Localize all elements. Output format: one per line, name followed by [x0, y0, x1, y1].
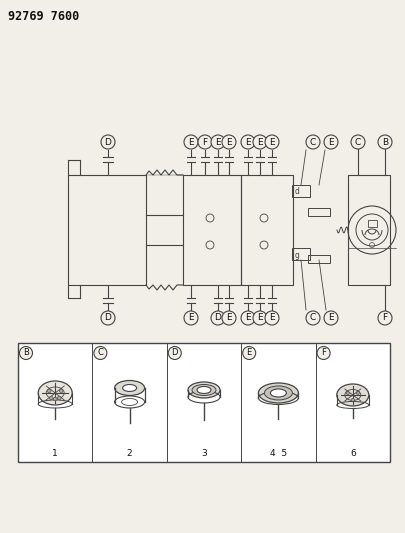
- Circle shape: [49, 396, 53, 400]
- Bar: [307, 208, 329, 216]
- Circle shape: [316, 346, 329, 359]
- Circle shape: [264, 311, 278, 325]
- Bar: [241, 175, 292, 285]
- Ellipse shape: [336, 384, 368, 406]
- Text: C: C: [354, 138, 360, 147]
- Ellipse shape: [258, 383, 298, 403]
- Text: E: E: [188, 313, 193, 322]
- Circle shape: [211, 135, 224, 149]
- Text: E: E: [188, 138, 193, 147]
- Bar: [68, 175, 146, 285]
- Text: B: B: [381, 138, 387, 147]
- Text: F: F: [202, 138, 207, 147]
- Text: E: E: [327, 138, 333, 147]
- Text: 4  5: 4 5: [269, 449, 286, 458]
- Text: d: d: [294, 188, 299, 197]
- Text: 1: 1: [52, 449, 58, 458]
- Text: E: E: [226, 313, 231, 322]
- Text: B: B: [23, 349, 29, 358]
- Circle shape: [211, 311, 224, 325]
- Ellipse shape: [114, 381, 144, 395]
- Circle shape: [59, 389, 63, 393]
- Text: E: E: [215, 138, 220, 147]
- Circle shape: [323, 135, 337, 149]
- Ellipse shape: [38, 381, 72, 405]
- Text: F: F: [320, 349, 325, 358]
- Circle shape: [241, 135, 254, 149]
- Circle shape: [183, 311, 198, 325]
- Ellipse shape: [196, 386, 211, 393]
- Text: 92769 7600: 92769 7600: [8, 10, 79, 23]
- Circle shape: [305, 311, 319, 325]
- Text: 2: 2: [126, 449, 132, 458]
- Ellipse shape: [188, 382, 220, 398]
- Text: F: F: [382, 313, 387, 322]
- Text: E: E: [256, 313, 262, 322]
- Circle shape: [101, 135, 115, 149]
- Text: E: E: [269, 313, 274, 322]
- Ellipse shape: [270, 389, 286, 397]
- Text: E: E: [246, 349, 251, 358]
- Text: E: E: [226, 138, 231, 147]
- Circle shape: [222, 311, 235, 325]
- Circle shape: [94, 346, 107, 359]
- Text: g: g: [294, 251, 299, 260]
- Circle shape: [355, 391, 358, 394]
- Text: E: E: [269, 138, 274, 147]
- Circle shape: [19, 346, 32, 359]
- Circle shape: [242, 346, 255, 359]
- Ellipse shape: [192, 384, 215, 395]
- Circle shape: [252, 135, 266, 149]
- Circle shape: [323, 311, 337, 325]
- Bar: [291, 248, 309, 260]
- Circle shape: [241, 311, 254, 325]
- Circle shape: [183, 135, 198, 149]
- Text: E: E: [327, 313, 333, 322]
- Text: 3: 3: [200, 449, 207, 458]
- Bar: [347, 175, 389, 285]
- Circle shape: [168, 346, 181, 359]
- Text: E: E: [245, 138, 250, 147]
- Bar: [18, 343, 389, 462]
- Text: E: E: [245, 313, 250, 322]
- Ellipse shape: [264, 386, 292, 400]
- Circle shape: [57, 396, 61, 400]
- Text: D: D: [171, 349, 178, 358]
- Circle shape: [377, 135, 391, 149]
- Circle shape: [101, 311, 115, 325]
- Text: C: C: [97, 349, 103, 358]
- Text: D: D: [214, 313, 221, 322]
- Circle shape: [350, 135, 364, 149]
- Circle shape: [350, 398, 354, 401]
- Ellipse shape: [122, 384, 136, 391]
- Circle shape: [377, 311, 391, 325]
- Circle shape: [53, 397, 57, 401]
- Bar: [307, 255, 329, 263]
- Text: C: C: [309, 138, 315, 147]
- Text: D: D: [104, 313, 111, 322]
- Text: C: C: [309, 313, 315, 322]
- Circle shape: [264, 135, 278, 149]
- Text: D: D: [104, 138, 111, 147]
- Circle shape: [222, 135, 235, 149]
- Circle shape: [252, 311, 266, 325]
- Text: 6: 6: [349, 449, 355, 458]
- Bar: [367, 220, 376, 227]
- Circle shape: [47, 389, 51, 393]
- Circle shape: [305, 135, 319, 149]
- Circle shape: [345, 391, 349, 394]
- Text: E: E: [256, 138, 262, 147]
- Bar: [183, 175, 241, 285]
- Circle shape: [198, 135, 211, 149]
- Bar: [291, 185, 309, 197]
